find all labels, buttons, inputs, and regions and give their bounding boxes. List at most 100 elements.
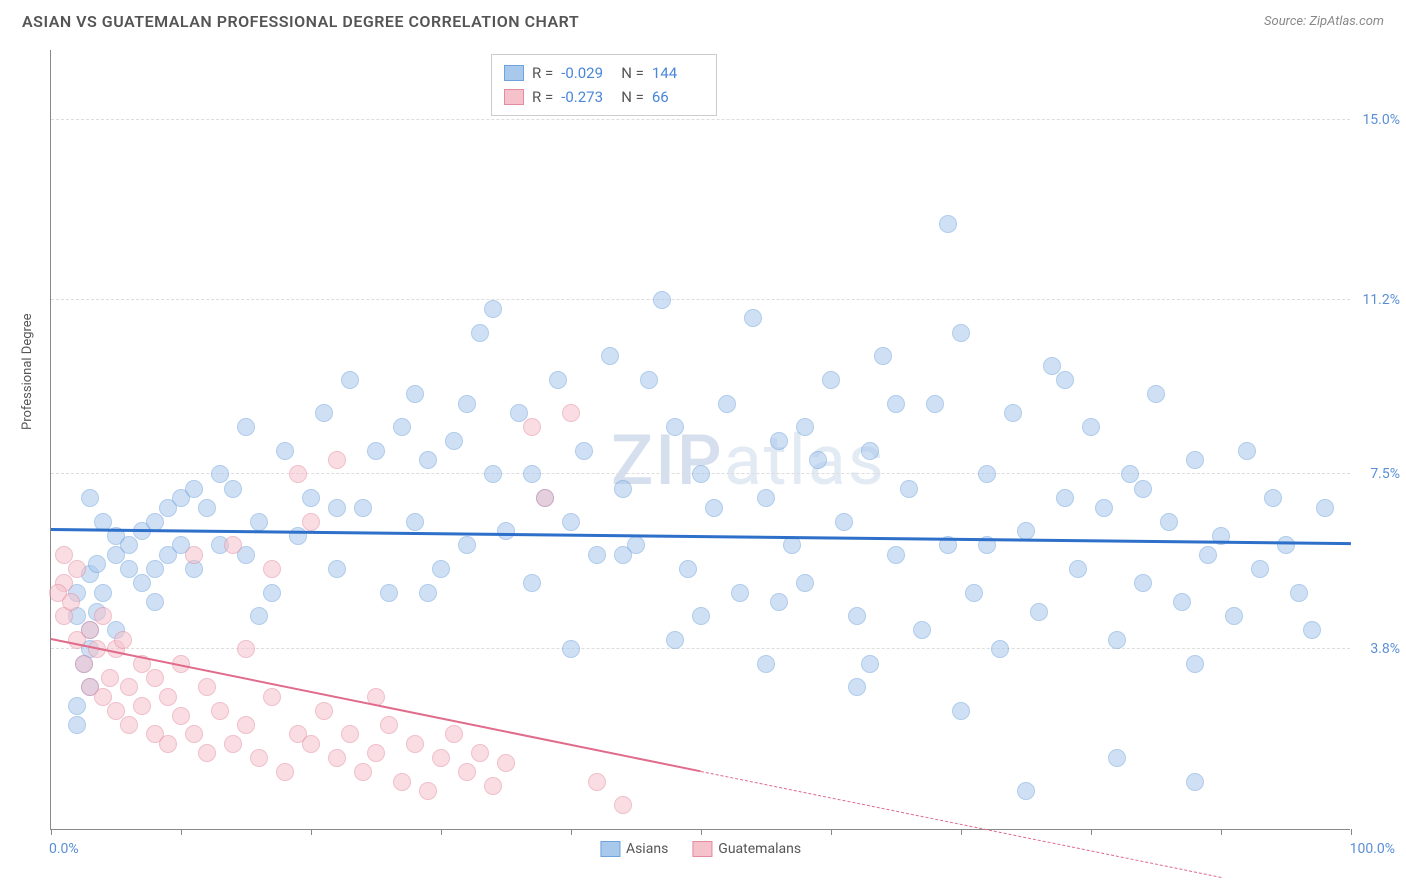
data-point xyxy=(1017,782,1035,800)
x-axis-start-label: 0.0% xyxy=(49,841,79,857)
data-point xyxy=(614,546,632,564)
data-point xyxy=(978,465,996,483)
data-point xyxy=(1186,451,1204,469)
data-point xyxy=(1095,499,1113,517)
data-point xyxy=(588,773,606,791)
data-point xyxy=(640,371,658,389)
data-point xyxy=(458,763,476,781)
data-point xyxy=(315,702,333,720)
data-point xyxy=(341,725,359,743)
data-point xyxy=(1108,631,1126,649)
data-point xyxy=(49,584,67,602)
data-point xyxy=(328,499,346,517)
data-point xyxy=(1056,371,1074,389)
data-point xyxy=(887,395,905,413)
data-point xyxy=(744,309,762,327)
legend-item: Guatemalans xyxy=(692,841,801,857)
data-point xyxy=(484,300,502,318)
data-point xyxy=(666,631,684,649)
data-point xyxy=(159,735,177,753)
data-point xyxy=(861,442,879,460)
data-point xyxy=(900,480,918,498)
data-point xyxy=(419,451,437,469)
y-tick-label: 11.2% xyxy=(1355,292,1400,308)
data-point xyxy=(133,697,151,715)
x-tick xyxy=(1351,829,1352,835)
data-point xyxy=(224,536,242,554)
data-point xyxy=(770,432,788,450)
data-point xyxy=(692,465,710,483)
data-point xyxy=(237,418,255,436)
series-legend: Asians Guatemalans xyxy=(600,841,801,857)
data-point xyxy=(718,395,736,413)
data-point xyxy=(471,744,489,762)
data-point xyxy=(393,773,411,791)
data-point xyxy=(536,489,554,507)
data-point xyxy=(614,480,632,498)
x-tick xyxy=(181,829,182,835)
data-point xyxy=(1186,773,1204,791)
data-point xyxy=(887,546,905,564)
data-point xyxy=(1134,480,1152,498)
data-point xyxy=(250,513,268,531)
data-point xyxy=(146,560,164,578)
x-tick xyxy=(701,829,702,835)
data-point xyxy=(81,489,99,507)
data-point xyxy=(1173,593,1191,611)
data-point xyxy=(101,669,119,687)
y-axis-label: Professional Degree xyxy=(20,313,35,430)
x-tick xyxy=(51,829,52,835)
data-point xyxy=(458,395,476,413)
data-point xyxy=(224,735,242,753)
data-point xyxy=(367,744,385,762)
legend-item: Asians xyxy=(600,841,668,857)
x-tick xyxy=(441,829,442,835)
data-point xyxy=(1303,621,1321,639)
data-point xyxy=(185,725,203,743)
data-point xyxy=(1238,442,1256,460)
data-point xyxy=(1225,607,1243,625)
data-point xyxy=(75,655,93,673)
data-point xyxy=(406,735,424,753)
data-point xyxy=(1316,499,1334,517)
data-point xyxy=(172,707,190,725)
data-point xyxy=(419,782,437,800)
data-point xyxy=(991,640,1009,658)
data-point xyxy=(1160,513,1178,531)
data-point xyxy=(94,584,112,602)
data-point xyxy=(146,513,164,531)
data-point xyxy=(458,536,476,554)
data-point xyxy=(1030,603,1048,621)
y-tick-label: 15.0% xyxy=(1355,112,1400,128)
data-point xyxy=(289,465,307,483)
data-point xyxy=(1004,404,1022,422)
data-point xyxy=(1264,489,1282,507)
data-point xyxy=(822,371,840,389)
data-point xyxy=(354,763,372,781)
data-point xyxy=(146,669,164,687)
data-point xyxy=(562,640,580,658)
data-point xyxy=(601,347,619,365)
data-point xyxy=(523,418,541,436)
data-point xyxy=(185,546,203,564)
data-point xyxy=(731,584,749,602)
data-point xyxy=(523,574,541,592)
data-point xyxy=(796,418,814,436)
data-point xyxy=(1082,418,1100,436)
data-point xyxy=(263,560,281,578)
data-point xyxy=(1147,385,1165,403)
data-point xyxy=(588,546,606,564)
data-point xyxy=(796,574,814,592)
data-point xyxy=(81,621,99,639)
x-tick xyxy=(831,829,832,835)
data-point xyxy=(341,371,359,389)
x-tick xyxy=(311,829,312,835)
data-point xyxy=(237,716,255,734)
stats-row: R = -0.273N = 66 xyxy=(504,85,704,109)
data-point xyxy=(211,702,229,720)
data-point xyxy=(159,688,177,706)
data-point xyxy=(692,607,710,625)
data-point xyxy=(88,555,106,573)
data-point xyxy=(757,655,775,673)
data-point xyxy=(965,584,983,602)
